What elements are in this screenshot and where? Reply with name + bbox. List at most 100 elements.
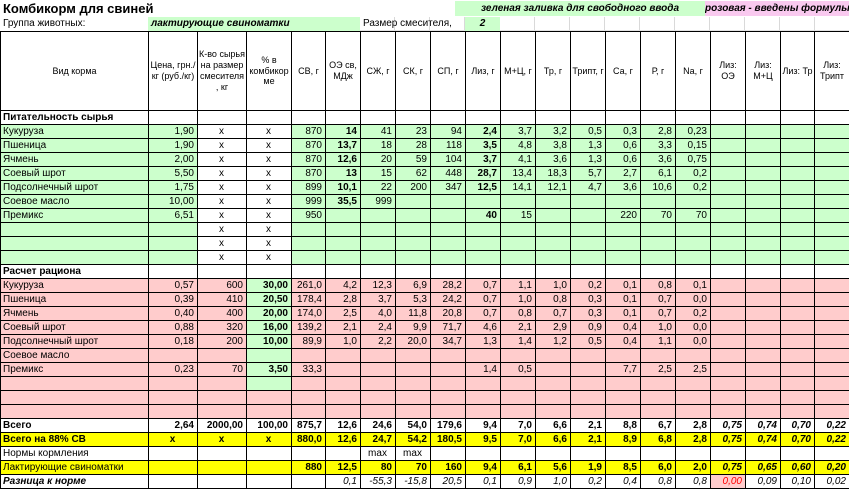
cell-met-cys[interactable]: 6,1 [500, 460, 536, 475]
cell-p[interactable]: 0,8 [640, 278, 676, 293]
cell-fiber[interactable]: 9,9 [395, 320, 431, 335]
cell-lys-trp[interactable] [814, 348, 849, 363]
cell-na[interactable] [675, 110, 711, 125]
cell-lys-trp[interactable] [814, 376, 849, 391]
cell-lys[interactable]: 9,4 [465, 460, 501, 475]
cell-qty-per-mixer[interactable] [197, 404, 247, 419]
cell-percent-in-feed[interactable]: х [246, 138, 292, 153]
cell-me[interactable]: 2,8 [325, 292, 361, 307]
col-header-p[interactable]: Р, г [640, 31, 676, 111]
cell-na[interactable] [675, 194, 711, 209]
cell-dry-matter[interactable]: 870 [291, 152, 326, 167]
mixer-size-cell[interactable]: 2 [465, 17, 500, 31]
cell-protein[interactable] [430, 348, 466, 363]
cell-lys-me[interactable] [710, 278, 746, 293]
cell-percent-in-feed[interactable] [246, 404, 292, 419]
cell-lys-me[interactable]: 0,75 [710, 460, 746, 475]
cell-lys-thr[interactable] [780, 222, 815, 237]
cell-feed-type[interactable]: Подсолнечный шрот [0, 180, 149, 195]
cell-protein[interactable] [430, 236, 466, 251]
cell-lys-me[interactable] [710, 166, 746, 181]
cell-lys[interactable]: 9,4 [465, 418, 501, 433]
col-header-lys[interactable]: Лиз, г [465, 31, 501, 111]
cell-percent-in-feed[interactable] [246, 264, 292, 279]
cell-lys-me[interactable] [710, 194, 746, 209]
cell-price[interactable] [148, 390, 198, 405]
cell-met-cys[interactable] [500, 404, 536, 419]
cell-thr[interactable]: 3,2 [535, 124, 571, 139]
cell-lys-me[interactable] [710, 404, 746, 419]
cell-protein[interactable]: 104 [430, 152, 466, 167]
cell-qty-per-mixer[interactable]: х [197, 138, 247, 153]
cell-feed-type[interactable]: Соевый шрот [0, 166, 149, 181]
cell-thr[interactable]: 6,6 [535, 418, 571, 433]
cell-feed-type[interactable] [0, 390, 149, 405]
cell-met-cys[interactable]: 14,1 [500, 180, 536, 195]
cell-lys-met-cys[interactable] [745, 152, 781, 167]
cell-price[interactable] [148, 474, 198, 489]
cell-dry-matter[interactable]: 870 [291, 166, 326, 181]
cell-lys-met-cys[interactable] [745, 180, 781, 195]
cell-me[interactable] [325, 208, 361, 223]
cell-lys-me[interactable] [710, 250, 746, 265]
cell-fat[interactable]: 3,7 [360, 292, 396, 307]
cell-fat[interactable] [360, 390, 396, 405]
cell-feed-type[interactable]: Соевый шрот [0, 320, 149, 335]
cell-qty-per-mixer[interactable]: х [197, 222, 247, 237]
cell-fat[interactable]: max [360, 446, 396, 461]
cell-protein[interactable]: 20,5 [430, 474, 466, 489]
cell-percent-in-feed[interactable]: 20,00 [246, 306, 292, 321]
cell-percent-in-feed[interactable]: 20,50 [246, 292, 292, 307]
cell-lys-trp[interactable] [814, 236, 849, 251]
cell-lys-trp[interactable] [814, 152, 849, 167]
cell-lys-thr[interactable]: 0,70 [780, 418, 815, 433]
cell-lys-thr[interactable] [780, 264, 815, 279]
cell-met-cys[interactable]: 1,0 [500, 292, 536, 307]
cell-dry-matter[interactable]: 870 [291, 138, 326, 153]
cell-price[interactable]: 6,51 [148, 208, 198, 223]
cell-thr[interactable] [535, 236, 571, 251]
cell-dry-matter[interactable]: 880 [291, 460, 326, 475]
cell-percent-in-feed[interactable]: х [246, 432, 292, 447]
cell-protein[interactable]: 118 [430, 138, 466, 153]
cell-lys-met-cys[interactable] [745, 166, 781, 181]
cell-ca[interactable]: 0,4 [605, 320, 641, 335]
cell-me[interactable]: 2,1 [325, 320, 361, 335]
cell-protein[interactable]: 179,6 [430, 418, 466, 433]
cell-lys-trp[interactable] [814, 390, 849, 405]
cell-thr[interactable] [535, 348, 571, 363]
cell-lys-trp[interactable]: 0,02 [814, 474, 849, 489]
cell-lys-met-cys[interactable]: 0,74 [745, 432, 781, 447]
cell-fat[interactable] [360, 264, 396, 279]
cell-price[interactable] [148, 110, 198, 125]
animal-group-cell[interactable]: лактирующие свиноматки [148, 17, 360, 31]
cell-protein[interactable]: 347 [430, 180, 466, 195]
cell-lys[interactable]: 9,5 [465, 432, 501, 447]
cell-dry-matter[interactable]: 174,0 [291, 306, 326, 321]
cell-trp[interactable] [570, 264, 606, 279]
col-header-trp[interactable]: Трипт, г [570, 31, 606, 111]
cell-ca[interactable]: 0,6 [605, 138, 641, 153]
cell-lys-me[interactable]: 0,75 [710, 418, 746, 433]
cell-feed-type[interactable]: Кукуруза [0, 124, 149, 139]
cell-trp[interactable]: 1,3 [570, 138, 606, 153]
cell-na[interactable] [675, 222, 711, 237]
cell-p[interactable] [640, 390, 676, 405]
cell-p[interactable]: 1,0 [640, 320, 676, 335]
col-header-thr[interactable]: Тр, г [535, 31, 571, 111]
cell-price[interactable] [148, 264, 198, 279]
cell-lys-me[interactable] [710, 180, 746, 195]
cell-feed-type[interactable] [0, 376, 149, 391]
cell-fat[interactable]: 12,3 [360, 278, 396, 293]
cell-price[interactable]: 1,75 [148, 180, 198, 195]
cell-lys-thr[interactable] [780, 138, 815, 153]
cell-me[interactable] [325, 110, 361, 125]
cell-lys-thr[interactable]: 0,60 [780, 460, 815, 475]
cell-lys-me[interactable] [710, 138, 746, 153]
cell-lys-trp[interactable]: 0,22 [814, 418, 849, 433]
cell-feed-type[interactable]: Питательность сырья [0, 110, 149, 125]
cell-me[interactable] [325, 250, 361, 265]
cell-price[interactable]: 5,50 [148, 166, 198, 181]
cell-lys-trp[interactable] [814, 264, 849, 279]
cell-fat[interactable]: 24,7 [360, 432, 396, 447]
